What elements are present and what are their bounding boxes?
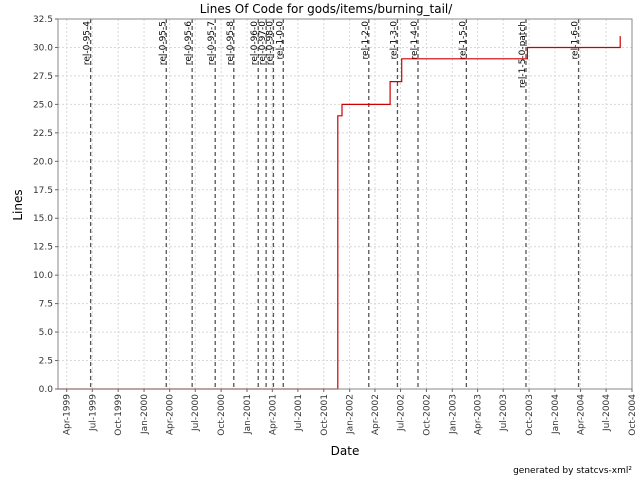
x-tick-label: Jan-2000 — [140, 394, 150, 435]
x-tick-label: Oct-2000 — [217, 394, 227, 436]
chart-title: Lines Of Code for gods/items/burning_tai… — [200, 2, 454, 16]
x-tick-label: Oct-2001 — [320, 394, 330, 436]
x-tick-label: Jul-2003 — [499, 394, 509, 432]
x-axis-label: Date — [331, 444, 360, 458]
x-tick-label: Jan-2003 — [448, 394, 458, 435]
y-tick-label: 32.5 — [33, 15, 53, 25]
y-tick-label: 30.0 — [33, 43, 53, 53]
y-tick-label: 25.0 — [33, 100, 53, 110]
y-tick-label: 15.0 — [33, 214, 53, 224]
x-tick-label: Apr-2003 — [474, 394, 484, 435]
x-axis: Apr-1999 Jul-1999 Oct-1999 Jan-2000 Apr-2000… — [63, 389, 638, 436]
release-marker-label: rel-0-95-4 — [83, 21, 93, 65]
x-tick-label: Oct-2003 — [525, 394, 535, 436]
y-axis-label: Lines — [11, 189, 25, 220]
y-tick-label: 27.5 — [33, 72, 53, 82]
x-tick-label: Jan-2001 — [243, 394, 253, 435]
release-marker-label: rel-1-5-0-patch — [518, 21, 528, 88]
plot-area — [57, 18, 633, 390]
x-tick-label: Jul-2000 — [191, 394, 201, 432]
grid — [58, 18, 633, 390]
release-marker-label: rel-0-98-0 — [265, 21, 275, 65]
y-tick-label: 12.5 — [33, 243, 53, 253]
y-tick-label: 7.5 — [39, 300, 53, 310]
x-tick-label: Jul-2001 — [294, 394, 304, 432]
x-tick-label: Jan-2002 — [346, 394, 356, 435]
x-tick-label: Apr-2004 — [577, 394, 587, 435]
loc-series-line — [58, 36, 621, 390]
x-tick-label: Apr-1999 — [63, 394, 73, 435]
release-marker-label: rel-0-95-5 — [158, 21, 168, 65]
y-tick-label: 2.5 — [39, 357, 53, 367]
release-marker-label: rel-1-0-0 — [275, 21, 285, 60]
release-marker-label: rel-1-4-0 — [410, 21, 420, 60]
x-tick-label: Oct-2002 — [422, 394, 432, 436]
release-markers: rel-0-95-4 rel-0-95-5 rel-0-95-6 rel-0-95-7… — [83, 19, 581, 389]
x-tick-label: Jul-2002 — [397, 394, 407, 432]
series-layer — [58, 36, 621, 390]
x-tick-label: Apr-2000 — [166, 394, 176, 435]
y-tick-label: 5.0 — [39, 328, 54, 338]
y-tick-label: 22.5 — [33, 129, 53, 139]
x-tick-label: Jul-2004 — [602, 394, 612, 432]
release-marker-label: rel-0-95-6 — [184, 21, 194, 65]
release-marker-label: rel-0-95-7 — [207, 21, 217, 65]
release-marker-label: rel-1-2-0 — [361, 21, 371, 60]
y-axis: 0.0 2.5 5.0 7.5 10.0 12.5 15.0 17.5 20.0 22.5 25.0… — [33, 15, 58, 395]
release-marker-label: rel-0-96-0 — [250, 21, 260, 65]
x-tick-label: Oct-1999 — [114, 394, 124, 436]
y-tick-label: 10.0 — [33, 271, 53, 281]
x-tick-label: Jul-1999 — [88, 394, 98, 432]
release-marker-label: rel-1-6-0 — [571, 21, 581, 60]
y-tick-label: 17.5 — [33, 186, 53, 196]
x-tick-label: Apr-2002 — [371, 394, 381, 435]
y-tick-label: 20.0 — [33, 157, 53, 167]
x-tick-label: Jan-2004 — [551, 394, 561, 435]
release-marker-label: rel-0-97-0 — [258, 21, 268, 65]
y-tick-label: 0.0 — [39, 385, 54, 395]
footer-credit: generated by statcvs-xml² — [513, 466, 632, 476]
release-marker-label: rel-1-3-0 — [389, 21, 399, 60]
release-marker-label: rel-0-95-8 — [226, 21, 236, 65]
release-marker-label: rel-1-5-0 — [458, 21, 468, 60]
x-tick-label: Apr-2001 — [268, 394, 278, 435]
x-tick-label: Oct-2004 — [628, 394, 638, 436]
